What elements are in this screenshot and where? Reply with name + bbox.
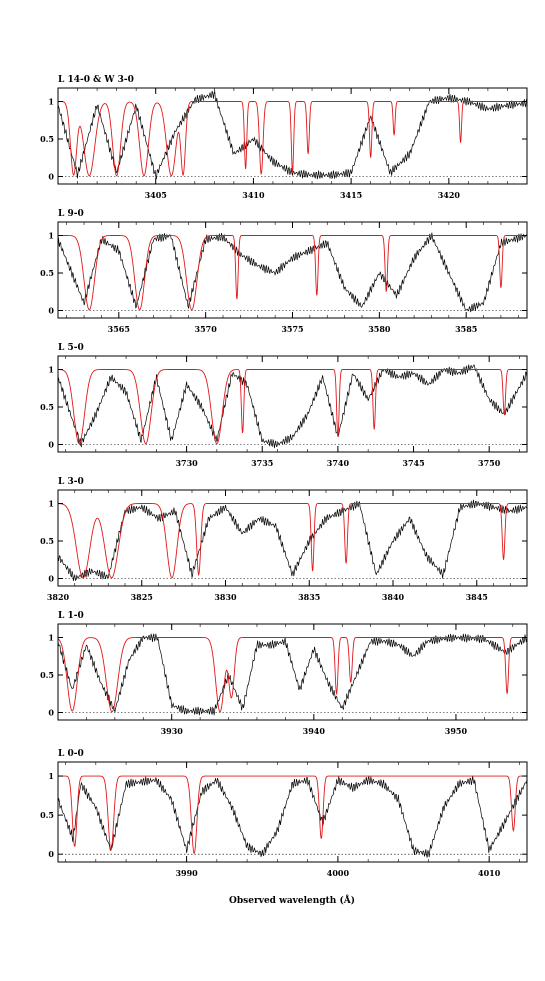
y-tick-label: 0 bbox=[48, 574, 54, 584]
y-tick-label: 1 bbox=[48, 771, 54, 781]
data-spectrum bbox=[57, 90, 528, 180]
panel-label: L 0-0 bbox=[58, 749, 84, 759]
panel-2: L 9-0 0 0.5 1 3565 3570 3575 3580 3585 bbox=[40, 209, 528, 334]
x-tick-label: 4000 bbox=[327, 868, 350, 878]
plot-frame bbox=[57, 761, 528, 863]
x-tick-label: 3745 bbox=[402, 458, 424, 468]
model-spectrum bbox=[58, 101, 527, 177]
y-tick-label: 0.5 bbox=[40, 402, 54, 412]
y-tick-label: 0.5 bbox=[40, 134, 54, 144]
x-tick-label: 3730 bbox=[175, 458, 198, 468]
y-tick-label: 1 bbox=[48, 365, 54, 375]
y-tick-label: 0 bbox=[48, 440, 54, 450]
x-tick-label: 3950 bbox=[445, 726, 468, 736]
x-tick-label: 3845 bbox=[466, 592, 488, 602]
y-tick-label: 0.5 bbox=[40, 670, 54, 680]
x-tick-label: 3990 bbox=[175, 868, 198, 878]
x-tick-label: 3830 bbox=[214, 592, 237, 602]
model-spectrum bbox=[57, 637, 527, 713]
plot-frame bbox=[57, 355, 528, 453]
x-tick-label: 3740 bbox=[327, 458, 350, 468]
panel-5: L 1-0 0 0.5 1 3930 3940 3950 bbox=[40, 611, 528, 736]
panel-label: L 5-0 bbox=[58, 343, 84, 353]
x-tick-label: 3405 bbox=[145, 190, 167, 200]
panel-label: L 1-0 bbox=[58, 611, 84, 621]
y-tick-label: 1 bbox=[48, 231, 54, 241]
x-tick-label: 3930 bbox=[161, 726, 184, 736]
x-tick-label: 3580 bbox=[368, 324, 391, 334]
y-tick-label: 0 bbox=[48, 708, 54, 718]
x-tick-label: 3420 bbox=[438, 190, 461, 200]
x-tick-label: 3585 bbox=[455, 324, 477, 334]
data-spectrum bbox=[57, 364, 528, 449]
model-spectrum bbox=[57, 503, 527, 579]
y-tick-label: 0 bbox=[48, 306, 54, 316]
data-spectrum bbox=[57, 232, 528, 313]
x-tick-label: 3570 bbox=[195, 324, 218, 334]
panel-label: L 9-0 bbox=[58, 209, 84, 219]
model-spectrum bbox=[57, 369, 527, 445]
y-tick-label: 1 bbox=[48, 499, 54, 509]
x-tick-label: 3825 bbox=[131, 592, 153, 602]
x-tick-label: 3410 bbox=[242, 190, 265, 200]
x-tick-label: 3840 bbox=[382, 592, 405, 602]
x-axis-title: Observed wavelength (Å) bbox=[229, 894, 355, 906]
x-tick-label: 4010 bbox=[478, 868, 501, 878]
y-tick-label: 0 bbox=[48, 172, 54, 182]
x-tick-label: 3750 bbox=[478, 458, 501, 468]
model-spectrum bbox=[58, 235, 527, 311]
plot-frame bbox=[57, 221, 528, 319]
x-tick-label: 3820 bbox=[47, 592, 70, 602]
y-tick-label: 0 bbox=[48, 849, 54, 859]
x-tick-label: 3415 bbox=[340, 190, 362, 200]
y-tick-label: 0.5 bbox=[40, 268, 54, 278]
y-tick-label: 1 bbox=[48, 97, 54, 107]
panel-1: L 14-0 & W 3-0 0 0.5 1 3405 3410 3415 3420 bbox=[40, 75, 528, 200]
model-spectrum bbox=[58, 775, 527, 854]
panel-label: L 14-0 & W 3-0 bbox=[58, 75, 134, 85]
x-tick-label: 3940 bbox=[303, 726, 326, 736]
panel-4: L 3-0 0 0.5 1 3820 3825 3830 3835 3840 3845 bbox=[40, 477, 528, 602]
y-tick-label: 0.5 bbox=[40, 536, 54, 546]
x-tick-label: 3565 bbox=[108, 324, 130, 334]
data-spectrum bbox=[57, 633, 528, 716]
panel-label: L 3-0 bbox=[58, 477, 84, 487]
y-tick-label: 1 bbox=[48, 633, 54, 643]
x-tick-label: 3575 bbox=[281, 324, 303, 334]
data-spectrum bbox=[57, 775, 528, 858]
x-tick-label: 3835 bbox=[298, 592, 320, 602]
y-tick-label: 0.5 bbox=[40, 810, 54, 820]
data-spectrum bbox=[57, 499, 528, 582]
panel-3: L 5-0 0 0.5 1 3730 3735 3740 3745 3750 bbox=[40, 343, 528, 468]
panel-6: L 0-0 0 0.5 1 3990 4000 4010 bbox=[40, 749, 528, 878]
x-tick-label: 3735 bbox=[251, 458, 273, 468]
plot-frame bbox=[57, 623, 528, 721]
